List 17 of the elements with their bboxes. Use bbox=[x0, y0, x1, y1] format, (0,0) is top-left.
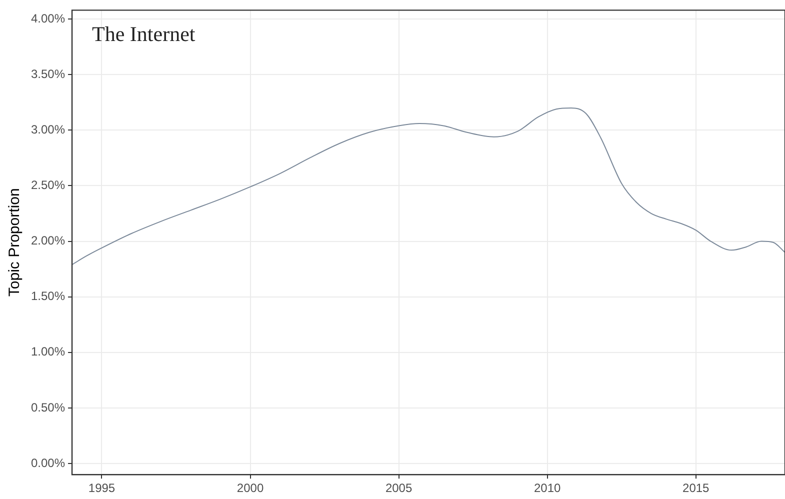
y-axis-title: Topic Proportion bbox=[6, 188, 24, 297]
y-tick-label: 2.50% bbox=[30, 178, 66, 192]
y-tick-label: 2.00% bbox=[30, 234, 66, 248]
x-tick-label: 2015 bbox=[682, 481, 710, 496]
y-tick-label: 0.50% bbox=[30, 400, 66, 414]
y-tick-label: 1.00% bbox=[30, 344, 66, 359]
x-tick-label: 1995 bbox=[88, 481, 116, 496]
x-tick-label: 2000 bbox=[236, 481, 264, 496]
line-series bbox=[72, 107, 785, 266]
x-tick-label: 2005 bbox=[385, 481, 412, 496]
y-tick-label: 4.00% bbox=[30, 11, 66, 26]
x-tick-label: 2010 bbox=[534, 481, 562, 496]
y-tick-label: 0.00% bbox=[30, 456, 66, 470]
y-tick-label: 1.50% bbox=[30, 289, 66, 304]
y-tick-label: 3.50% bbox=[30, 66, 66, 81]
y-tick-label: 3.00% bbox=[30, 122, 66, 136]
text: The Internet bbox=[92, 22, 196, 46]
